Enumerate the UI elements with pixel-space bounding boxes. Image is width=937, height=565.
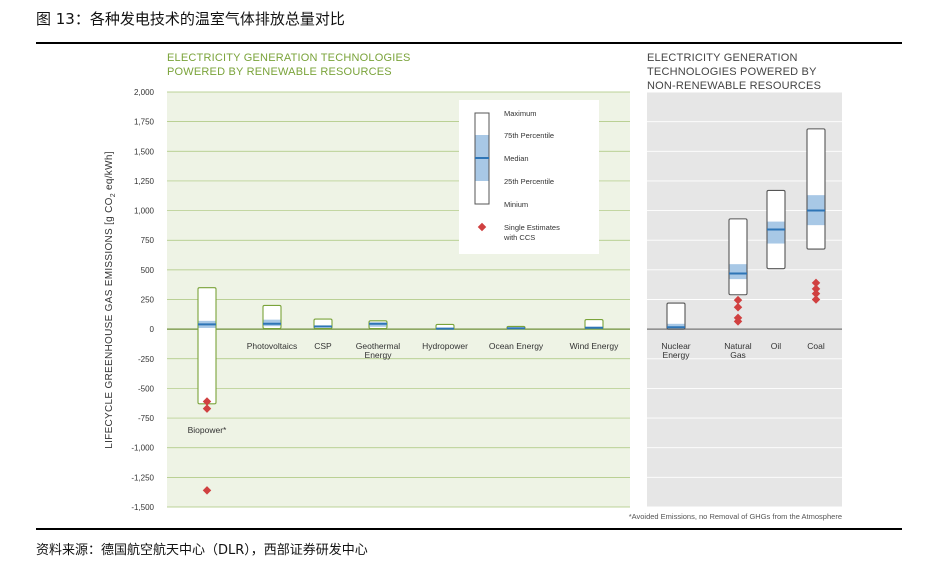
y-tick-label: 1,750 (134, 118, 155, 127)
footnote: *Avoided Emissions, no Removal of GHGs f… (629, 512, 842, 521)
box-iqr (767, 221, 785, 244)
box-outline (806, 128, 826, 250)
category-label: Natural (724, 341, 752, 351)
legend-estimate-marker (477, 222, 487, 232)
box-range (807, 128, 825, 250)
estimate-marker (811, 289, 821, 298)
y-tick-label: 500 (141, 266, 155, 275)
category-label: CSP (314, 341, 332, 351)
box-oil: Oil (766, 189, 786, 351)
box-range (198, 287, 216, 404)
estimate-marker (202, 404, 212, 413)
nonrenewable-header-line-3: NON-RENEWABLE RESOURCES (647, 80, 821, 92)
legend-minimum: Minium (504, 200, 528, 209)
y-tick-label: 1,250 (134, 177, 155, 186)
y-tick-label: 2,000 (134, 88, 155, 97)
legend-p25: 25th Percentile (504, 177, 554, 186)
estimate-marker (811, 284, 821, 294)
nonrenewable-header-line-2: TECHNOLOGIES POWERED BY (647, 66, 817, 78)
box-iqr (729, 264, 747, 280)
y-tick-label: -1,500 (131, 503, 154, 512)
y-tick-label: -1,250 (131, 473, 154, 482)
legend-maximum: Maximum (504, 109, 537, 118)
box-photovoltaics: Photovoltaics (247, 304, 298, 351)
top-rule (36, 42, 902, 44)
category-label: Geothermal (356, 341, 401, 351)
y-tick-label: 0 (150, 325, 155, 334)
box-hydropower: Hydropower (422, 323, 468, 351)
y-tick-label: 1,000 (134, 207, 155, 216)
figure-title: 图 13：各种发电技术的温室气体排放总量对比 (36, 10, 345, 28)
estimate-marker (202, 486, 212, 495)
box-csp: CSP (313, 318, 333, 351)
box-coal: Coal (806, 128, 826, 351)
box-outline (584, 318, 604, 330)
category-label: Nuclear (661, 341, 690, 351)
y-axis-label: LIFECYCLE GREENHOUSE GAS EMISSIONS [g CO… (104, 151, 117, 449)
category-label: Energy (365, 350, 393, 360)
y-axis-label-part: LIFECYCLE GREENHOUSE GAS EMISSIONS [g CO (104, 197, 115, 449)
box-range (585, 319, 603, 329)
box-outline (728, 218, 748, 296)
estimate-marker (202, 397, 212, 406)
legend-estimates-line-2: with CCS (503, 233, 535, 242)
legend-estimates-line-1: Single Estimates (504, 223, 560, 232)
nonrenewable-header-line-1: ELECTRICITY GENERATION (647, 52, 798, 64)
legend-median: Median (504, 154, 529, 163)
y-tick-label: 1,500 (134, 147, 155, 156)
y-tick-label: -500 (138, 384, 155, 393)
estimate-marker (733, 302, 743, 312)
box-biopower: Biopower* (188, 287, 227, 495)
box-range (729, 218, 747, 295)
box-outline (313, 318, 333, 330)
category-label: Ocean Energy (489, 341, 544, 351)
y-axis-label-part: eq/kWh] (104, 151, 115, 193)
legend: Maximum 75th Percentile Median 25th Perc… (459, 100, 599, 254)
estimate-marker (733, 295, 743, 305)
legend-p75: 75th Percentile (504, 131, 554, 140)
box-outline (262, 304, 282, 330)
category-label: Gas (730, 350, 746, 360)
category-label: Hydropower (422, 341, 468, 351)
renewable-header-line-2: POWERED BY RENEWABLE RESOURCES (167, 66, 392, 78)
category-label: Energy (663, 350, 691, 360)
estimate-marker (811, 295, 821, 304)
bottom-rule (36, 528, 902, 530)
renewable-header-line-1: ELECTRICITY GENERATION TECHNOLOGIES (167, 52, 411, 64)
box-ocean-energy: Ocean Energy (489, 325, 544, 351)
category-label: Coal (807, 341, 825, 351)
box-range (667, 303, 685, 330)
estimate-marker (811, 278, 821, 288)
category-label: Wind Energy (570, 341, 619, 351)
y-tick-label: -250 (138, 355, 155, 364)
y-tick-label: 750 (141, 236, 155, 245)
category-label: Photovoltaics (247, 341, 298, 351)
y-axis-label-part: 2 (110, 193, 117, 197)
y-tick-label: 250 (141, 296, 155, 305)
source-note: 资料来源：德国航空航天中心（DLR），西部证券研发中心 (36, 543, 368, 558)
box-iqr (667, 323, 685, 329)
category-label: Oil (771, 341, 782, 351)
y-tick-label: -1,000 (131, 444, 154, 453)
y-tick-label: -750 (138, 414, 155, 423)
y-tick-labels: 2,000 1,750 1,500 1,250 1,000 750 500 250 0 -250 -… (131, 88, 154, 512)
box-series: Biopower*Photovoltaics CSP GeothermalEnerg… (188, 128, 826, 495)
estimate-marker (733, 317, 743, 326)
category-label: Biopower* (188, 425, 227, 435)
box-wind-energy: Wind Energy (570, 318, 619, 351)
box-outline (666, 302, 686, 330)
